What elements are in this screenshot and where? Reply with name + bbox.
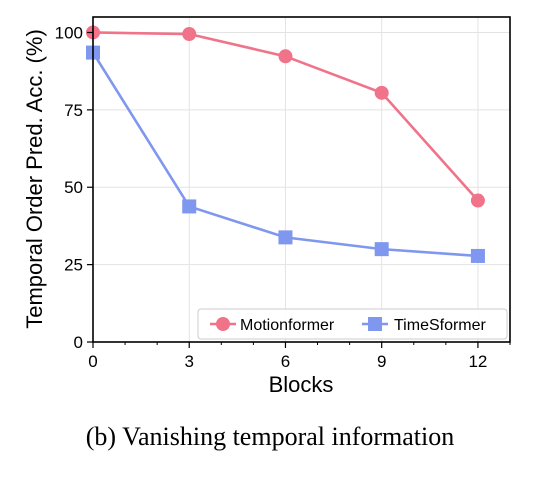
chart: 0 3 6 9 12 0 25 50 75 100 Blocks Temporal Order P… — [22, 16, 511, 397]
plot-frame — [92, 16, 511, 343]
timesformer-point — [278, 230, 293, 245]
motionformer-point — [374, 85, 389, 100]
motionformer-point — [278, 49, 293, 64]
y-tick-label: 25 — [64, 256, 83, 275]
x-axis-label: Blocks — [269, 372, 334, 397]
y-tick-label: 0 — [74, 333, 83, 352]
legend-timesformer-label: TimeSformer — [394, 317, 487, 334]
motionformer-point — [470, 193, 485, 208]
timesformer-point — [470, 248, 485, 263]
legend-motionformer-label: Motionformer — [240, 317, 335, 334]
x-tick-label: 3 — [184, 352, 193, 371]
x-tick-label: 0 — [88, 352, 97, 371]
timesformer-point — [374, 242, 389, 257]
legend-box — [197, 308, 508, 340]
figure-caption: (b) Vanishing temporal information — [85, 422, 455, 451]
y-tick-label: 100 — [55, 23, 83, 42]
x-tick-label: 9 — [377, 352, 386, 371]
x-tick-label: 6 — [281, 352, 290, 371]
legend-timesformer-marker — [368, 317, 382, 331]
legend-motionformer-marker — [216, 317, 230, 331]
timesformer-point — [182, 199, 197, 214]
motionformer-point — [182, 27, 197, 42]
y-axis-label: Temporal Order Pred. Acc. (%) — [22, 29, 47, 329]
y-tick-label: 50 — [64, 178, 83, 197]
x-tick-label: 12 — [468, 352, 487, 371]
y-tick-label: 75 — [64, 101, 83, 120]
